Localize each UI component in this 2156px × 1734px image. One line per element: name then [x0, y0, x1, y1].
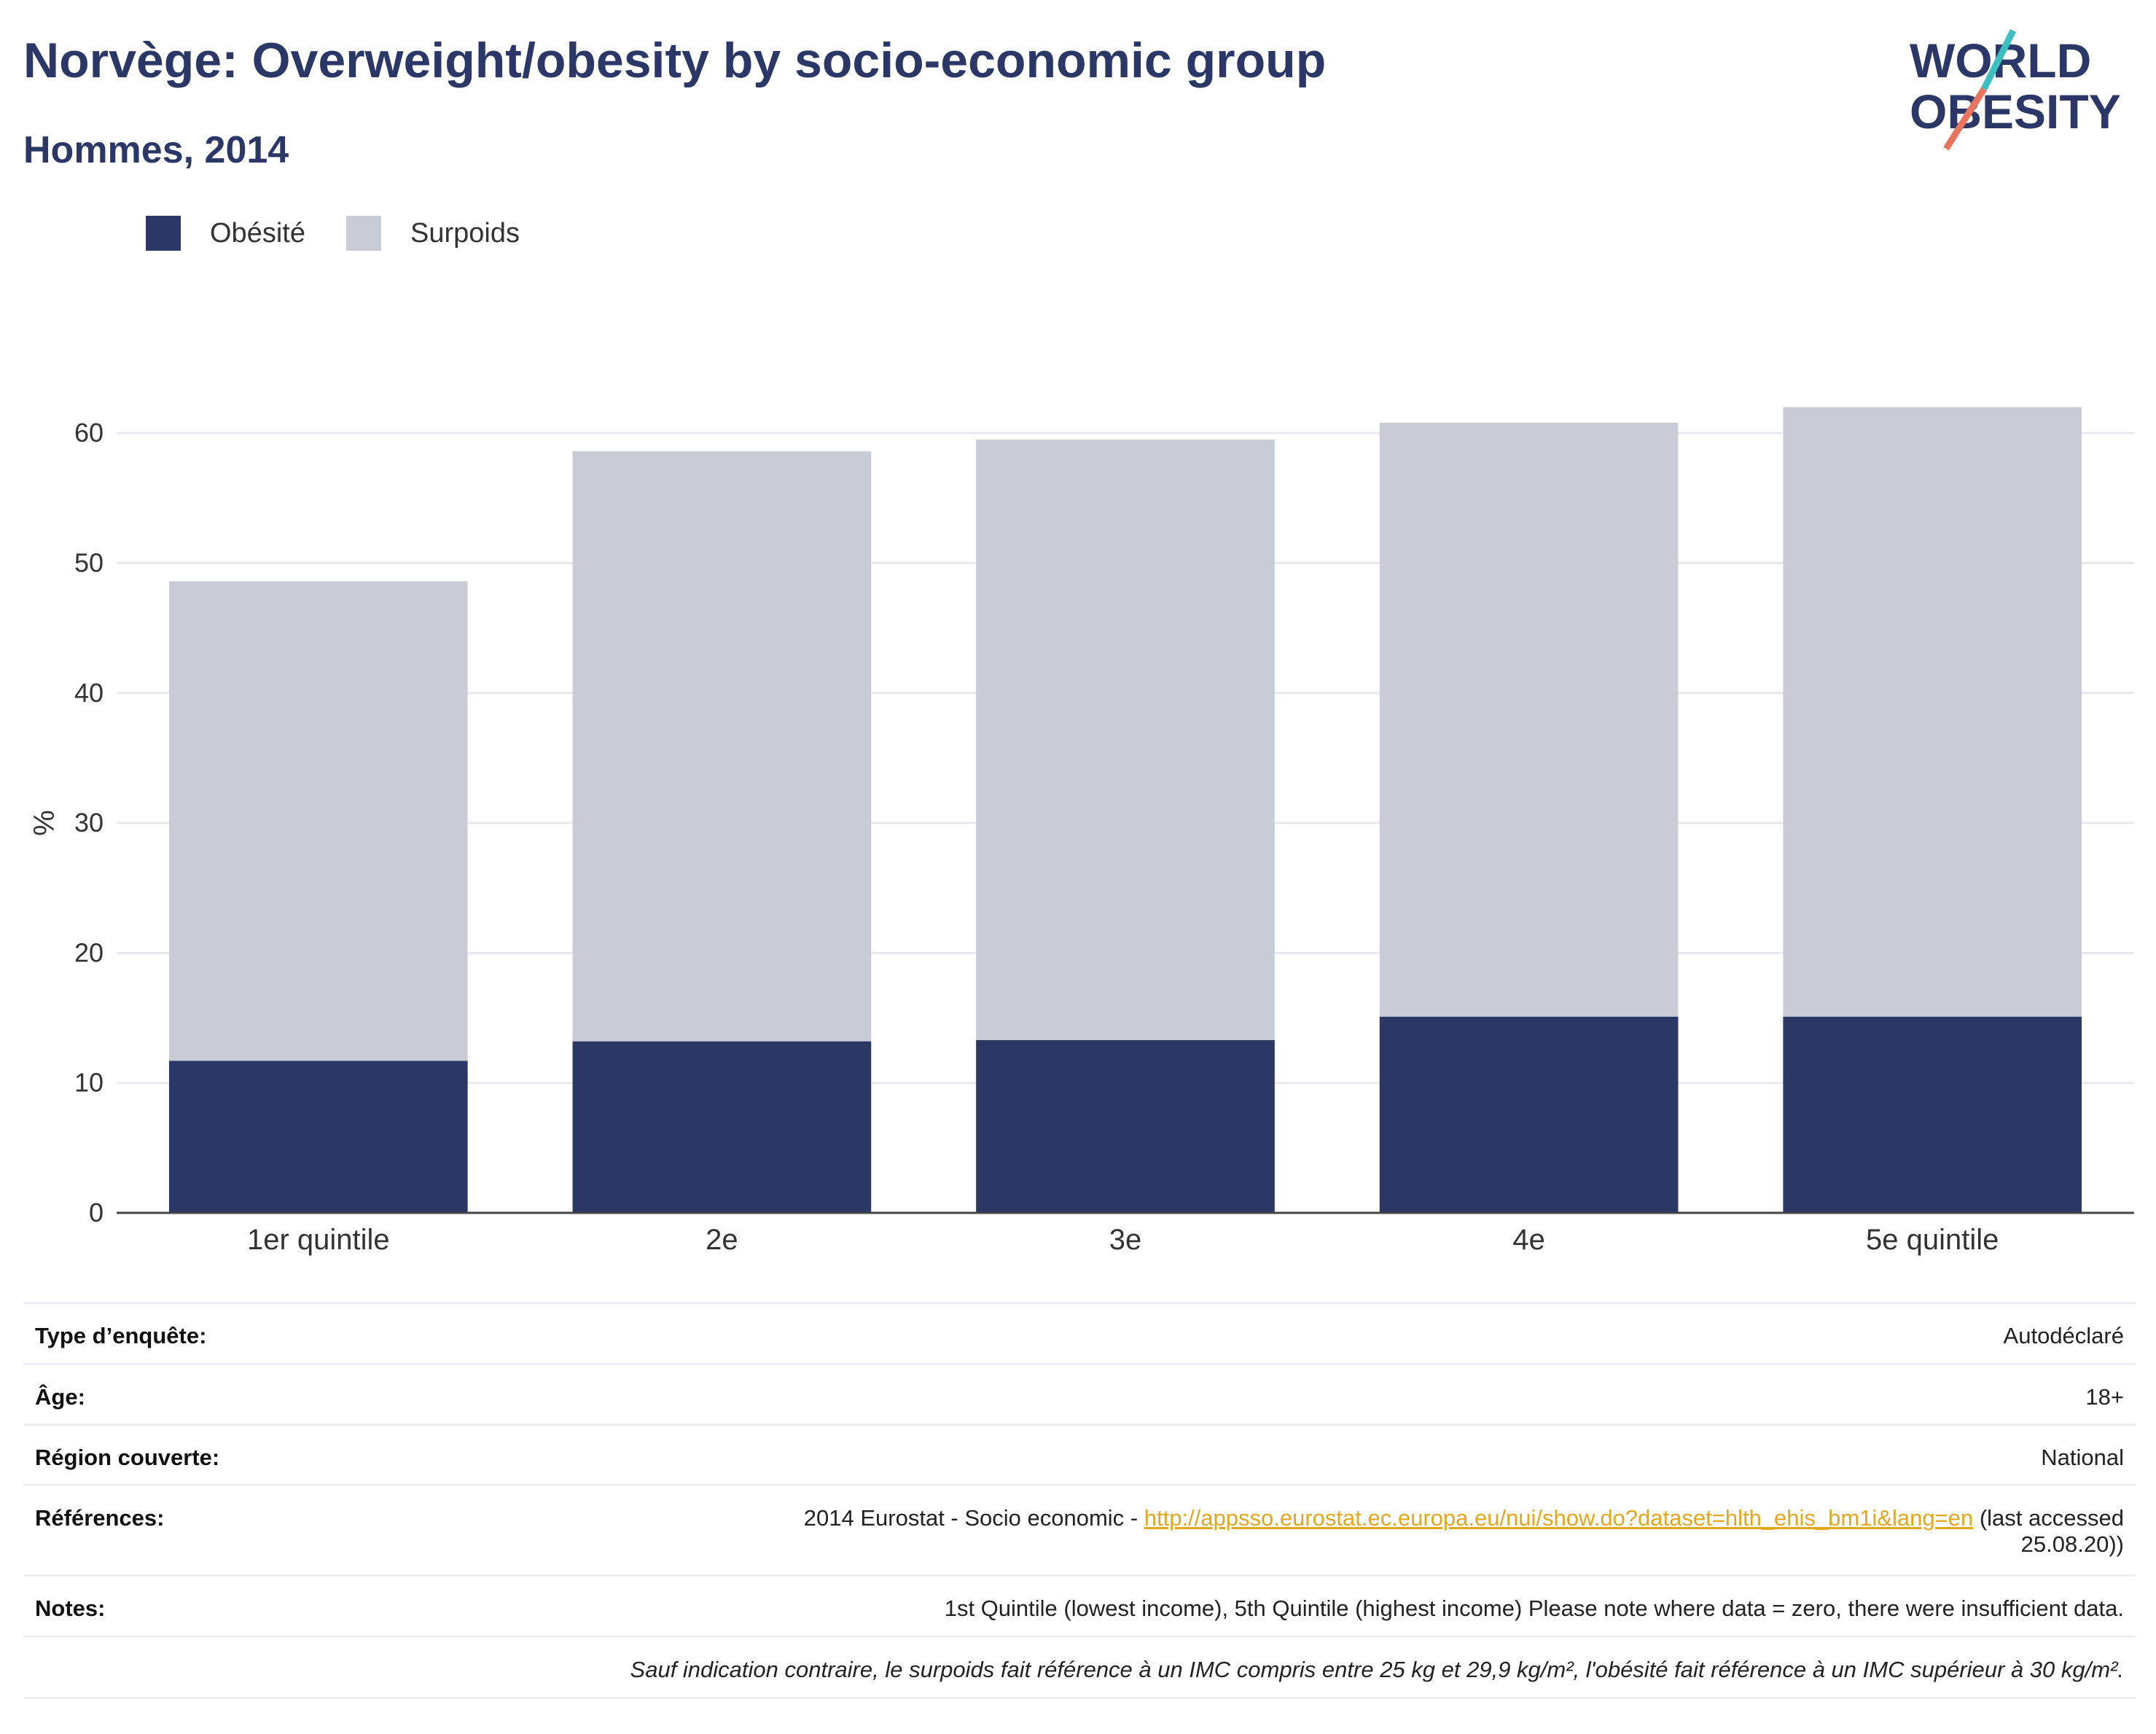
svg-text:OBESITY: OBESITY	[1910, 85, 2121, 138]
age-value: 18+	[2085, 1384, 2124, 1410]
references-link[interactable]: http://appsso.eurostat.ec.europa.eu/nui/…	[1144, 1505, 1974, 1531]
meta-row-notes: Notes: 1st Quintile (lowest income), 5th…	[23, 1574, 2136, 1636]
legend-label-obesity: Obésité	[210, 217, 305, 249]
legend-label-overweight: Surpoids	[410, 217, 520, 249]
region-value: National	[2041, 1445, 2124, 1470]
meta-bottom-divider	[23, 1697, 2136, 1699]
x-tick-label: 2e	[706, 1224, 738, 1256]
world-obesity-logo: WORLD OBESITY	[1910, 28, 2121, 151]
references-suffix-2: 25.08.20))	[2020, 1531, 2124, 1557]
bar-overweight	[1783, 407, 2082, 1017]
meta-row-definition: Sauf indication contraire, le surpoids f…	[23, 1636, 2136, 1697]
y-tick-label: 10	[74, 1068, 103, 1098]
bar-overweight	[1379, 422, 1679, 1017]
legend-item-obesity[interactable]: Obésité	[146, 216, 305, 251]
notes-label: Notes:	[35, 1596, 106, 1621]
meta-row-age: Âge: 18+	[23, 1363, 2136, 1423]
region-label: Région couverte:	[35, 1445, 220, 1470]
meta-row-region: Région couverte: National	[23, 1423, 2136, 1484]
definition-note: Sauf indication contraire, le surpoids f…	[630, 1657, 2124, 1682]
meta-row-references: Références: 2014 Eurostat - Socio econom…	[23, 1484, 2136, 1574]
stacked-bar-chart: 0 10 20 30 40 50 60% 1er quintile 2e 3e 4e 5e quint…	[28, 407, 2134, 1256]
notes-value: 1st Quintile (lowest income), 5th Quinti…	[944, 1596, 2124, 1621]
bar-obesity	[572, 1041, 872, 1213]
y-tick-label: 0	[89, 1198, 103, 1227]
age-label: Âge:	[35, 1384, 85, 1410]
legend-item-overweight[interactable]: Surpoids	[345, 216, 520, 251]
y-tick-label: 50	[74, 548, 103, 578]
x-tick-label: 4e	[1512, 1224, 1545, 1256]
y-tick-label: 60	[74, 418, 103, 448]
survey-type-value: Autodéclaré	[2003, 1323, 2124, 1348]
y-tick-label: 20	[74, 937, 103, 967]
y-axis-label: %	[28, 810, 60, 836]
metadata-table: Type d’enquête: Autodéclaré Âge: 18+ Rég…	[23, 1302, 2136, 1699]
x-tick-label: 3e	[1109, 1224, 1142, 1256]
references-label: Références:	[35, 1505, 165, 1531]
x-tick-label: 5e quintile	[1866, 1224, 1999, 1256]
y-tick-label: 40	[74, 678, 103, 708]
y-tick-label: 30	[74, 808, 103, 837]
x-tick-label: 1er quintile	[247, 1224, 390, 1256]
legend-swatch-overweight	[345, 216, 381, 251]
bar-obesity	[976, 1039, 1275, 1213]
meta-row-survey-type: Type d’enquête: Autodéclaré	[23, 1302, 2136, 1363]
bar-overweight	[572, 451, 872, 1042]
legend-swatch-obesity	[146, 216, 181, 251]
bar-obesity	[1379, 1016, 1679, 1213]
bar-overweight	[976, 440, 1275, 1040]
bar-overweight	[168, 581, 468, 1061]
chart-subtitle: Hommes, 2014	[23, 129, 289, 171]
references-prefix: 2014 Eurostat - Socio economic -	[803, 1505, 1144, 1531]
chart-title: Norvège: Overweight/obesity by socio-eco…	[23, 33, 1327, 88]
bar-obesity	[168, 1061, 468, 1213]
references-suffix: (last accessed	[1973, 1505, 2124, 1531]
bar-obesity	[1783, 1016, 2082, 1213]
survey-type-label: Type d’enquête:	[35, 1323, 207, 1348]
chart-legend: Obésité Surpoids	[146, 216, 561, 251]
references-value: 2014 Eurostat - Socio economic - http://…	[804, 1505, 2124, 1558]
